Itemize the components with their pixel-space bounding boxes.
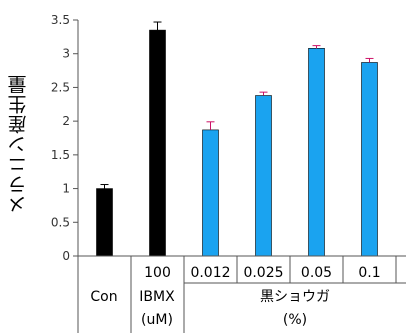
category-label-3: 0.025 (243, 265, 283, 281)
category-label-5: 0.1 (358, 265, 380, 281)
y-tick-label: 2.5 (51, 80, 70, 94)
category-label-1: 100 (144, 265, 171, 281)
bar-2 (202, 129, 219, 257)
category-table: Con IBMX (uM) 黒ショウガ (%) (78, 255, 406, 333)
group-label-black-ginger: 黒ショウガ (260, 289, 330, 305)
category-label-con: Con (90, 289, 117, 305)
bar-5 (361, 62, 378, 257)
bar-1 (149, 29, 166, 257)
bar-4 (308, 48, 325, 257)
y-tick-label: 1 (62, 182, 70, 196)
y-tick-label: 2 (62, 114, 70, 128)
bar-0 (96, 188, 113, 257)
y-tick-label: 0.5 (51, 215, 70, 229)
group-label-ibmx-unit: (uM) (141, 312, 173, 328)
bars-group: 100 0.012 0.025 0.05 0.1 (96, 21, 381, 281)
bar-3 (255, 95, 272, 257)
category-label-2: 0.012 (190, 265, 230, 281)
y-tick-label: 1.5 (51, 148, 70, 162)
category-label-4: 0.05 (301, 265, 332, 281)
y-tick-label: 0 (62, 249, 70, 263)
y-axis: 0 0.5 1 1.5 2 2.5 3 3.5 (51, 13, 79, 333)
group-label-black-ginger-unit: (%) (283, 312, 307, 328)
y-tick-label: 3 (62, 47, 70, 61)
y-tick-label: 3.5 (51, 13, 70, 27)
group-label-ibmx: IBMX (139, 289, 175, 305)
